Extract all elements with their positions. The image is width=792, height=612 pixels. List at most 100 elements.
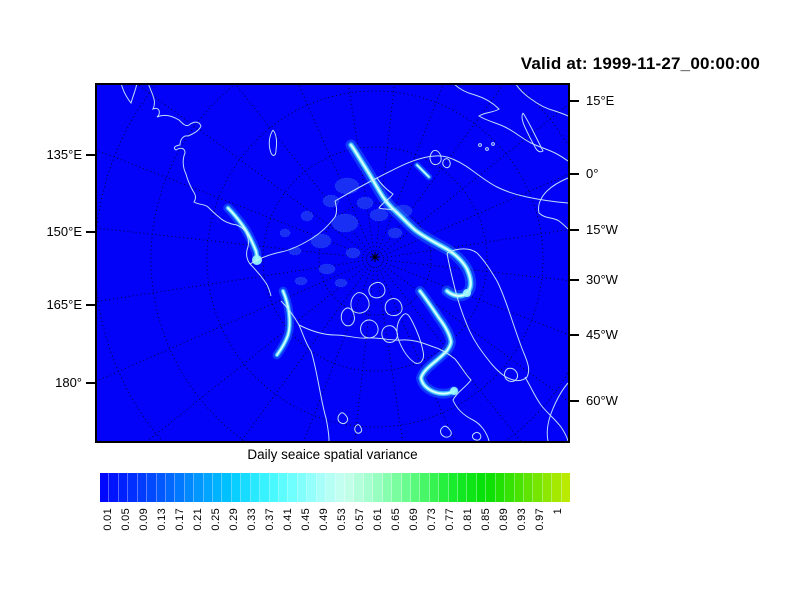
colorbar-tick-label: 0.65 — [390, 508, 402, 531]
colorbar-tick-label: 1 — [552, 508, 564, 515]
colorbar-cell — [326, 473, 336, 502]
colorbar-cell — [448, 473, 459, 502]
right-tick-mark — [569, 279, 579, 281]
colorbar-cell — [344, 473, 355, 502]
colorbar-tick-label: 0.69 — [408, 508, 420, 531]
colorbar-tick-label: 0.57 — [354, 508, 366, 531]
colorbar-cell — [514, 473, 524, 502]
left-tick-mark — [86, 154, 96, 156]
left-tick-mark — [86, 382, 96, 384]
right-tick-mark — [569, 173, 579, 175]
coastlines — [120, 84, 569, 442]
colorbar-cell — [410, 473, 421, 502]
colorbar-cell — [439, 473, 449, 502]
left-tick-label: 135°E — [46, 147, 82, 162]
colorbar-cell — [354, 473, 364, 502]
colorbar-cell — [231, 473, 242, 502]
colorbar-cell — [523, 473, 534, 502]
colorbar-cell — [184, 473, 195, 502]
colorbar-cell — [382, 473, 393, 502]
colorbar-tick-label: 0.45 — [300, 508, 312, 531]
colorbar-cell — [420, 473, 430, 502]
ice-variance-band — [223, 139, 477, 399]
colorbar-cell — [288, 473, 298, 502]
colorbar-cell — [118, 473, 129, 502]
colorbar-tick-label: 0.93 — [516, 508, 528, 531]
colorbar-tick-label: 0.77 — [444, 508, 456, 531]
colorbar — [100, 473, 571, 502]
colorbar-cell — [392, 473, 402, 502]
colorbar-cell — [467, 473, 477, 502]
colorbar-cell — [533, 473, 543, 502]
colorbar-cell — [505, 473, 515, 502]
colorbar-tick-label: 0.21 — [192, 508, 204, 531]
colorbar-cell — [269, 473, 280, 502]
colorbar-tick-label: 0.01 — [102, 508, 114, 531]
colorbar-cell — [316, 473, 327, 502]
colorbar-cell — [542, 473, 553, 502]
colorbar-tick-label: 0.09 — [138, 508, 150, 531]
pole-marker — [370, 252, 380, 262]
colorbar-tick-label: 0.61 — [372, 508, 384, 531]
colorbar-cell — [250, 473, 261, 502]
right-tick-mark — [569, 100, 579, 102]
colorbar-tick-label: 0.85 — [480, 508, 492, 531]
colorbar-tick-label: 0.97 — [534, 508, 546, 531]
colorbar-cell — [147, 473, 157, 502]
map-plot-svg — [95, 83, 570, 443]
colorbar-cell — [137, 473, 148, 502]
map-border — [95, 83, 570, 443]
left-tick-label: 180° — [55, 375, 82, 390]
colorbar-cell — [561, 473, 571, 502]
colorbar-cell — [241, 473, 251, 502]
colorbar-tick-label: 0.41 — [282, 508, 294, 531]
figure-title: Valid at: 1999-11-27_00:00:00 — [520, 54, 760, 73]
right-tick-label: 0° — [586, 166, 599, 181]
colorbar-cell — [109, 473, 119, 502]
colorbar-cell — [213, 473, 223, 502]
left-tick-label: 150°E — [46, 224, 82, 239]
left-tick-mark — [86, 304, 96, 306]
ocean-background — [96, 84, 569, 442]
colorbar-tick-label: 0.73 — [426, 508, 438, 531]
colorbar-tick-label: 0.49 — [318, 508, 330, 531]
right-tick-mark — [569, 334, 579, 336]
colorbar-cell — [401, 473, 411, 502]
colorbar-cell — [363, 473, 374, 502]
colorbar-cell — [297, 473, 308, 502]
colorbar-cell — [194, 473, 204, 502]
map-caption: Daily seaice spatial variance — [247, 447, 418, 462]
left-tick-mark — [86, 231, 96, 233]
colorbar-tick-label: 0.53 — [336, 508, 348, 531]
right-tick-label: 45°W — [586, 327, 618, 342]
colorbar-cell — [165, 473, 176, 502]
colorbar-cell — [260, 473, 270, 502]
colorbar-cell — [175, 473, 185, 502]
right-tick-label: 60°W — [586, 393, 618, 408]
colorbar-labels: 0.01 0.05 0.09 0.13 0.17 0.21 0.25 0.29 0.33 0.37… — [100, 506, 570, 554]
colorbar-tick-label: 0.25 — [210, 508, 222, 531]
colorbar-cell — [335, 473, 345, 502]
graticule — [96, 84, 569, 442]
right-tick-mark — [569, 229, 579, 231]
colorbar-cell — [279, 473, 289, 502]
colorbar-cell — [156, 473, 166, 502]
left-tick-label: 165°E — [46, 297, 82, 312]
right-tick-label: 15°W — [586, 222, 618, 237]
colorbar-cell — [307, 473, 317, 502]
colorbar-tick-label: 0.89 — [498, 508, 510, 531]
colorbar-cell — [373, 473, 383, 502]
colorbar-cell — [458, 473, 468, 502]
colorbar-tick-label: 0.29 — [228, 508, 240, 531]
colorbar-cell — [486, 473, 496, 502]
colorbar-tick-label: 0.13 — [156, 508, 168, 531]
colorbar-tick-label: 0.81 — [462, 508, 474, 531]
colorbar-cell — [128, 473, 138, 502]
colorbar-cell — [476, 473, 487, 502]
colorbar-tick-label: 0.17 — [174, 508, 186, 531]
colorbar-cell — [203, 473, 214, 502]
colorbar-cell — [495, 473, 506, 502]
low-variance-patches — [279, 177, 413, 288]
colorbar-tick-label: 0.05 — [120, 508, 132, 531]
